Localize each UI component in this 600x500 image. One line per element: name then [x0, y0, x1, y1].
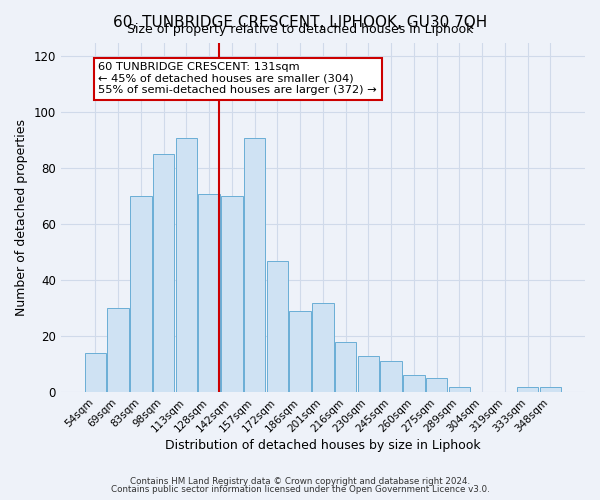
- Bar: [426, 378, 448, 392]
- Text: Contains HM Land Registry data © Crown copyright and database right 2024.: Contains HM Land Registry data © Crown c…: [130, 477, 470, 486]
- Bar: [153, 154, 175, 392]
- Bar: [266, 260, 288, 392]
- Text: Size of property relative to detached houses in Liphook: Size of property relative to detached ho…: [127, 22, 473, 36]
- Bar: [244, 138, 265, 392]
- Bar: [403, 376, 425, 392]
- Bar: [335, 342, 356, 392]
- Text: 60, TUNBRIDGE CRESCENT, LIPHOOK, GU30 7QH: 60, TUNBRIDGE CRESCENT, LIPHOOK, GU30 7Q…: [113, 15, 487, 30]
- Bar: [107, 308, 129, 392]
- Text: 60 TUNBRIDGE CRESCENT: 131sqm
← 45% of detached houses are smaller (304)
55% of : 60 TUNBRIDGE CRESCENT: 131sqm ← 45% of d…: [98, 62, 377, 96]
- Bar: [176, 138, 197, 392]
- Bar: [312, 302, 334, 392]
- Y-axis label: Number of detached properties: Number of detached properties: [15, 119, 28, 316]
- Bar: [517, 386, 538, 392]
- Bar: [130, 196, 152, 392]
- Bar: [380, 362, 402, 392]
- X-axis label: Distribution of detached houses by size in Liphook: Distribution of detached houses by size …: [165, 440, 481, 452]
- Bar: [358, 356, 379, 392]
- Bar: [289, 311, 311, 392]
- Bar: [199, 194, 220, 392]
- Bar: [221, 196, 243, 392]
- Bar: [449, 386, 470, 392]
- Bar: [85, 353, 106, 392]
- Bar: [539, 386, 561, 392]
- Text: Contains public sector information licensed under the Open Government Licence v3: Contains public sector information licen…: [110, 484, 490, 494]
